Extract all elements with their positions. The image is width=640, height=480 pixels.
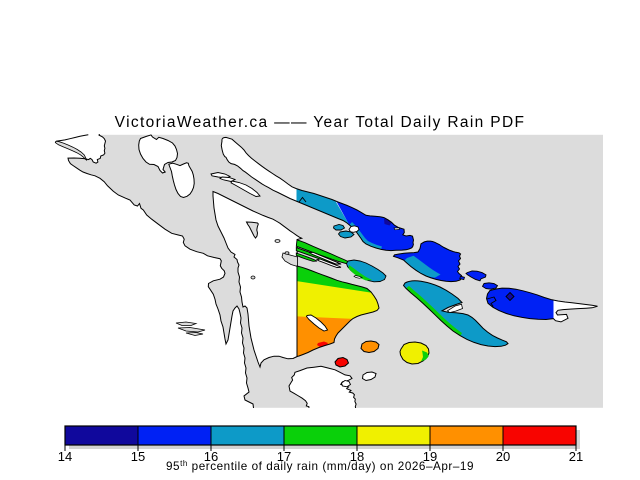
svg-text:21: 21 — [569, 449, 583, 464]
svg-text:15: 15 — [131, 449, 145, 464]
svg-text:20: 20 — [496, 449, 510, 464]
svg-text:VictoriaWeather.ca —— Year Tot: VictoriaWeather.ca —— Year Total Daily R… — [115, 114, 526, 131]
svg-text:95th percentile of daily rain: 95th percentile of daily rain (mm/day) o… — [166, 459, 474, 473]
svg-text:14: 14 — [58, 449, 72, 464]
svg-text:18: 18 — [350, 449, 364, 464]
svg-text:19: 19 — [423, 449, 437, 464]
svg-text:17: 17 — [277, 449, 291, 464]
svg-text:16: 16 — [204, 449, 218, 464]
